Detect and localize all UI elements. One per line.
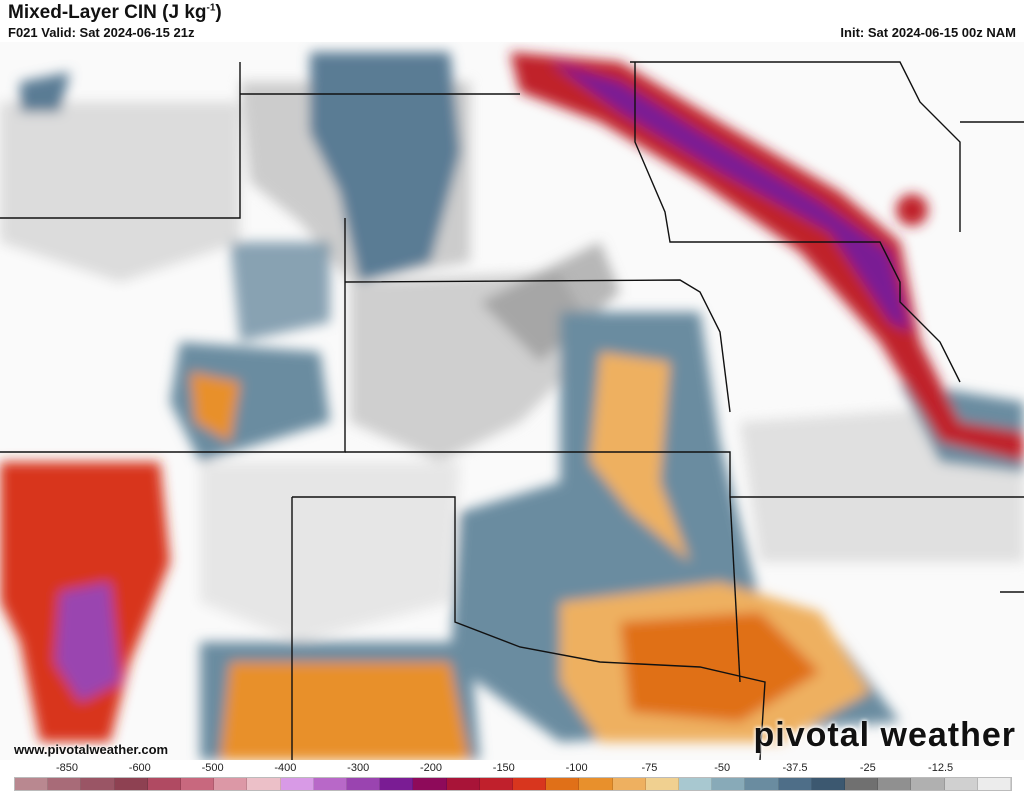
colorbar-labels: -850 -600 -500 -400 -300 -200 -150 -100 -75 -50 -3…	[0, 762, 1024, 776]
colorbar-swatch	[778, 778, 812, 790]
colorbar-swatch	[114, 778, 148, 790]
colorbar-swatch	[147, 778, 182, 790]
colorbar-label: -300	[347, 762, 370, 774]
colorbar-swatch	[878, 778, 912, 790]
colorbar-swatch	[579, 778, 613, 790]
colorbar-swatch	[944, 778, 978, 790]
colorbar-swatch	[181, 778, 215, 790]
colorbar-label: -850	[55, 762, 79, 774]
colorbar-label: -37.5	[782, 762, 808, 774]
colorbar-label: -500	[201, 762, 224, 774]
colorbar-swatch	[712, 778, 746, 790]
title-text: Mixed-Layer CIN (J kg	[8, 2, 207, 23]
colorbar: -850 -600 -500 -400 -300 -200 -150 -100 -75 -50 -3…	[0, 760, 1024, 791]
colorbar-label: -12.5	[928, 762, 954, 774]
colorbar-swatch	[81, 778, 115, 790]
pivotal-weather-logo: pivotal weather	[753, 716, 1016, 754]
init-time: Init: Sat 2024-06-15 00z NAM	[840, 25, 1016, 40]
website-watermark: www.pivotalweather.com	[14, 742, 169, 757]
colorbar-swatch	[513, 778, 547, 790]
colorbar-label: -200	[419, 762, 443, 774]
title-superscript: -1	[206, 2, 216, 14]
map-graphic	[0, 52, 1024, 760]
colorbar-swatch	[313, 778, 348, 790]
colorbar-swatch	[845, 778, 879, 790]
colorbar-swatch	[15, 778, 49, 790]
colorbar-swatch	[413, 778, 447, 790]
colorbar-swatch	[977, 778, 1012, 790]
colorbar-label: -400	[274, 762, 297, 774]
colorbar-swatch	[811, 778, 846, 790]
colorbar-swatch	[911, 778, 945, 790]
colorbar-label: -25	[859, 762, 876, 774]
colorbar-swatch	[645, 778, 680, 790]
colorbar-swatches	[14, 777, 1012, 791]
colorbar-label: -50	[714, 762, 731, 774]
colorbar-swatch	[479, 778, 514, 790]
state-borders	[0, 61, 1024, 760]
colorbar-swatch	[280, 778, 314, 790]
colorbar-swatch	[745, 778, 779, 790]
title-close: )	[215, 2, 222, 23]
colorbar-swatch	[380, 778, 414, 790]
colorbar-label: -150	[492, 762, 515, 774]
cin-map	[0, 42, 1024, 760]
colorbar-swatch	[679, 778, 713, 790]
colorbar-swatch	[612, 778, 646, 790]
colorbar-swatch	[48, 778, 82, 790]
cin-field	[0, 52, 1024, 760]
map-title: Mixed-Layer CIN (J kg-1)	[8, 2, 222, 24]
colorbar-label: -100	[565, 762, 588, 774]
colorbar-swatch	[347, 778, 381, 790]
colorbar-label: -600	[128, 762, 151, 774]
valid-time: F021 Valid: Sat 2024-06-15 21z	[8, 25, 195, 40]
colorbar-swatch	[214, 778, 248, 790]
header: Mixed-Layer CIN (J kg-1) F021 Valid: Sat…	[0, 0, 1024, 42]
colorbar-swatch	[446, 778, 480, 790]
colorbar-label: -75	[641, 762, 658, 774]
colorbar-swatch	[546, 778, 580, 790]
colorbar-swatch	[247, 778, 281, 790]
